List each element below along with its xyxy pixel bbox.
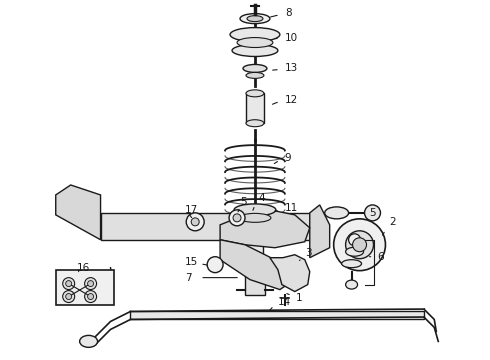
Text: 3: 3 — [305, 248, 311, 258]
Polygon shape — [56, 185, 100, 240]
Text: 11: 11 — [285, 203, 298, 213]
Text: 8: 8 — [285, 8, 292, 18]
Circle shape — [66, 293, 72, 300]
Text: 5: 5 — [369, 208, 376, 218]
Circle shape — [63, 278, 74, 289]
Bar — [247, 225, 263, 270]
Text: 14: 14 — [278, 297, 291, 306]
Circle shape — [207, 257, 223, 273]
Text: 12: 12 — [285, 95, 298, 105]
Circle shape — [63, 291, 74, 302]
Bar — [56, 270, 114, 305]
Polygon shape — [220, 240, 295, 289]
Polygon shape — [130, 311, 424, 319]
Ellipse shape — [239, 213, 271, 222]
Polygon shape — [270, 255, 310, 292]
Polygon shape — [310, 205, 330, 258]
Text: 9: 9 — [285, 153, 292, 163]
Circle shape — [186, 213, 204, 231]
Text: 1: 1 — [296, 293, 302, 302]
Ellipse shape — [240, 14, 270, 24]
Circle shape — [85, 278, 97, 289]
Text: 4: 4 — [258, 193, 265, 203]
Ellipse shape — [237, 37, 273, 48]
Text: 13: 13 — [285, 63, 298, 73]
Bar — [245, 268, 265, 294]
Text: 17: 17 — [185, 205, 198, 215]
Circle shape — [345, 231, 373, 259]
Text: 6: 6 — [377, 252, 384, 262]
Circle shape — [85, 291, 97, 302]
Circle shape — [353, 238, 367, 252]
Ellipse shape — [247, 15, 263, 22]
Ellipse shape — [345, 247, 364, 256]
Ellipse shape — [230, 28, 280, 41]
Text: 10: 10 — [285, 32, 298, 42]
Polygon shape — [220, 210, 310, 248]
Ellipse shape — [325, 207, 348, 219]
Polygon shape — [100, 213, 310, 240]
Circle shape — [334, 219, 386, 271]
Circle shape — [66, 280, 72, 287]
Circle shape — [365, 205, 380, 221]
Ellipse shape — [345, 280, 358, 289]
Circle shape — [233, 214, 241, 222]
Ellipse shape — [234, 204, 276, 216]
Ellipse shape — [246, 72, 264, 78]
Text: 2: 2 — [390, 217, 396, 227]
Circle shape — [191, 218, 199, 226]
Ellipse shape — [243, 64, 267, 72]
Circle shape — [229, 210, 245, 226]
Ellipse shape — [232, 45, 278, 57]
Bar — [246, 93, 264, 123]
Ellipse shape — [246, 120, 264, 127]
Circle shape — [88, 280, 94, 287]
Text: 16: 16 — [76, 263, 90, 273]
Ellipse shape — [80, 336, 98, 347]
Circle shape — [348, 234, 361, 246]
Circle shape — [88, 293, 94, 300]
Ellipse shape — [246, 90, 264, 97]
Text: 7: 7 — [185, 273, 192, 283]
Text: 15: 15 — [185, 257, 198, 267]
Ellipse shape — [342, 260, 362, 268]
Text: 5: 5 — [240, 197, 246, 207]
